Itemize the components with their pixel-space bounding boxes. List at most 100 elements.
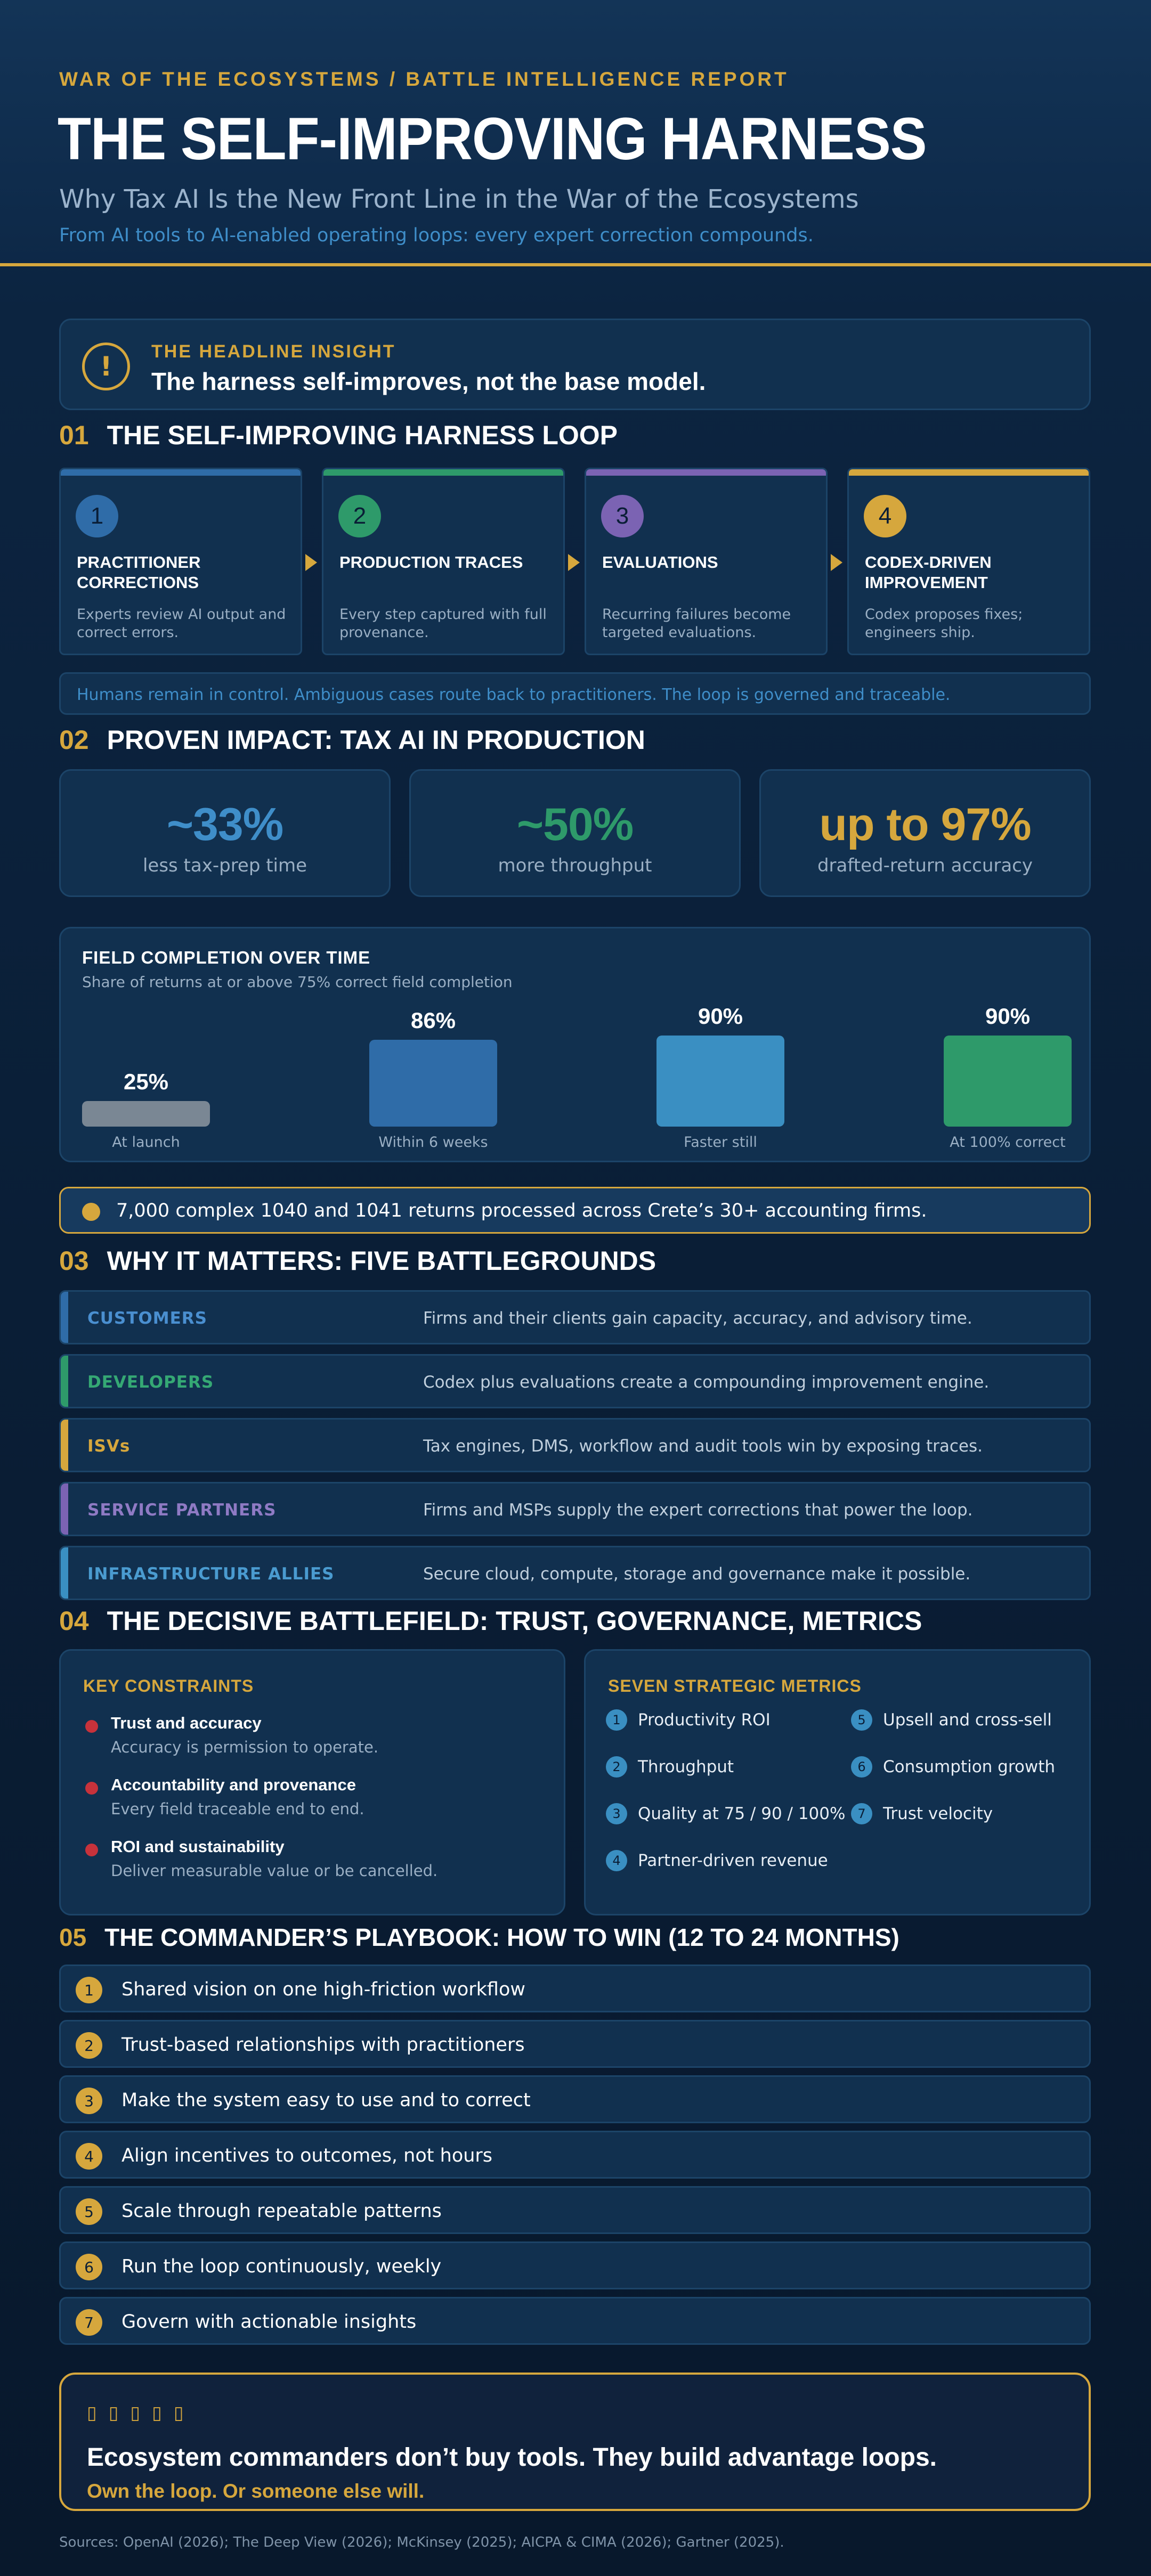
key-constraints-panel: KEY CONSTRAINTS Trust and accuracy Accur… bbox=[59, 1649, 565, 1915]
metric-number-badge: 4 bbox=[606, 1850, 627, 1871]
battleground-row-developers: DEVELOPERS Codex plus evaluations create… bbox=[59, 1354, 1091, 1408]
constraint-description: Accuracy is permission to operate. bbox=[111, 1738, 379, 1756]
metric-label: Consumption growth bbox=[883, 1757, 1056, 1776]
step-accent-bar bbox=[61, 469, 301, 476]
bar-category-label: At launch bbox=[112, 1134, 180, 1151]
battleground-name: ISVs bbox=[87, 1437, 131, 1456]
page-tagline: From AI tools to AI-enabled operating lo… bbox=[59, 225, 814, 246]
constraint-description: Every field traceable end to end. bbox=[111, 1800, 364, 1818]
metric-number-badge: 1 bbox=[606, 1709, 627, 1731]
arrow-right-icon bbox=[568, 554, 580, 571]
loop-step-3: 3 EVALUATIONS Recurring failures become … bbox=[585, 468, 828, 655]
playbook-number-badge: 1 bbox=[76, 1977, 102, 2003]
step-number-badge: 3 bbox=[601, 495, 644, 537]
arrow-right-icon bbox=[831, 554, 842, 571]
section-number: 01 bbox=[59, 420, 89, 450]
stat-label: less tax-prep time bbox=[142, 855, 307, 876]
loop-step-2: 2 PRODUCTION TRACES Every step captured … bbox=[322, 468, 565, 655]
closing-quote: Ecosystem commanders don’t buy tools. Th… bbox=[87, 2443, 937, 2472]
playbook-number-badge: 4 bbox=[76, 2143, 102, 2170]
section-title: THE COMMANDER’S PLAYBOOK: HOW TO WIN (12… bbox=[104, 1923, 899, 1951]
battleground-description: Codex plus evaluations create a compound… bbox=[423, 1373, 990, 1392]
step-number-badge: 1 bbox=[76, 495, 118, 537]
step-description: Experts review AI output and correct err… bbox=[77, 606, 286, 641]
bar-value-label: 90% bbox=[985, 1004, 1031, 1029]
panel-title: KEY CONSTRAINTS bbox=[83, 1676, 254, 1695]
insight-label: THE HEADLINE INSIGHT bbox=[151, 341, 396, 362]
playbook-number-badge: 3 bbox=[76, 2088, 102, 2114]
report-kicker: WAR OF THE ECOSYSTEMS / BATTLE INTELLIGE… bbox=[59, 68, 789, 90]
section-heading-battlegrounds: 03 WHY IT MATTERS: FIVE BATTLEGROUNDS bbox=[59, 1245, 656, 1276]
section-title: PROVEN IMPACT: TAX AI IN PRODUCTION bbox=[107, 725, 645, 755]
stat-value: up to 97% bbox=[819, 799, 1031, 850]
strategic-metrics-panel: SEVEN STRATEGIC METRICS 1 Productivity R… bbox=[584, 1649, 1091, 1915]
battleground-name: SERVICE PARTNERS bbox=[87, 1501, 277, 1520]
step-title: CODEX-DRIVEN IMPROVEMENT bbox=[865, 553, 992, 592]
metric-label: Productivity ROI bbox=[638, 1710, 771, 1730]
battleground-description: Secure cloud, compute, storage and gover… bbox=[423, 1564, 971, 1584]
bar-category-label: Within 6 weeks bbox=[378, 1134, 488, 1151]
playbook-item: 7 Govern with actionable insights bbox=[59, 2297, 1091, 2345]
stat-value: ~33% bbox=[166, 799, 283, 850]
returns-processed-banner: 7,000 complex 1040 and 1041 returns proc… bbox=[59, 1187, 1091, 1234]
constraint-title: Accountability and provenance bbox=[111, 1775, 356, 1794]
battleground-name: INFRASTRUCTURE ALLIES bbox=[87, 1564, 335, 1584]
metric-number-badge: 5 bbox=[851, 1709, 872, 1731]
loop-step-4: 4 CODEX-DRIVEN IMPROVEMENT Codex propose… bbox=[847, 468, 1090, 655]
section-heading-loop: 01 THE SELF-IMPROVING HARNESS LOOP bbox=[59, 420, 618, 451]
constraint-title: ROI and sustainability bbox=[111, 1837, 285, 1856]
chart-bar bbox=[82, 1101, 210, 1127]
arrow-right-icon bbox=[305, 554, 317, 571]
closing-quote-card: ▯▯▯▯▯ Ecosystem commanders don’t buy too… bbox=[59, 2373, 1091, 2511]
metric-number-badge: 6 bbox=[851, 1756, 872, 1778]
playbook-item: 5 Scale through repeatable patterns bbox=[59, 2186, 1091, 2234]
stat-card-throughput: ~50% more throughput bbox=[409, 769, 741, 897]
playbook-text: Run the loop continuously, weekly bbox=[121, 2256, 442, 2277]
playbook-item: 2 Trust-based relationships with practit… bbox=[59, 2020, 1091, 2068]
bar-value-label: 25% bbox=[123, 1069, 169, 1094]
chart-bar bbox=[944, 1036, 1072, 1127]
stat-value: ~50% bbox=[516, 799, 634, 850]
row-accent bbox=[61, 1292, 68, 1343]
metric-number-badge: 2 bbox=[606, 1756, 627, 1778]
report-header bbox=[0, 0, 1151, 265]
battleground-name: DEVELOPERS bbox=[87, 1373, 214, 1392]
playbook-number-badge: 2 bbox=[76, 2032, 102, 2059]
playbook-text: Scale through repeatable patterns bbox=[121, 2200, 442, 2222]
playbook-text: Govern with actionable insights bbox=[121, 2311, 417, 2333]
headline-insight-card: ! THE HEADLINE INSIGHT The harness self-… bbox=[59, 319, 1091, 410]
stat-label: more throughput bbox=[498, 855, 652, 876]
chart-subtitle: Share of returns at or above 75% correct… bbox=[82, 973, 513, 991]
bullet-dot-icon bbox=[85, 1844, 98, 1856]
bar-category-label: At 100% correct bbox=[950, 1134, 1066, 1151]
step-title: EVALUATIONS bbox=[602, 553, 718, 572]
loop-step-1: 1 PRACTITIONER CORRECTIONS Experts revie… bbox=[59, 468, 302, 655]
bullet-dot-icon bbox=[82, 1203, 100, 1221]
step-number-badge: 4 bbox=[864, 495, 906, 537]
section-title: WHY IT MATTERS: FIVE BATTLEGROUNDS bbox=[107, 1246, 656, 1276]
section-number: 05 bbox=[59, 1923, 87, 1951]
closing-subline: Own the loop. Or someone else will. bbox=[87, 2480, 425, 2502]
bullet-dot-icon bbox=[85, 1720, 98, 1733]
battleground-name: CUSTOMERS bbox=[87, 1309, 207, 1328]
battleground-row-customers: CUSTOMERS Firms and their clients gain c… bbox=[59, 1290, 1091, 1344]
battleground-description: Firms and their clients gain capacity, a… bbox=[423, 1309, 972, 1328]
row-accent bbox=[61, 1547, 68, 1599]
step-title: PRODUCTION TRACES bbox=[339, 553, 523, 572]
section-heading-playbook: 05 THE COMMANDER’S PLAYBOOK: HOW TO WIN (… bbox=[59, 1923, 899, 1952]
row-accent bbox=[61, 1483, 68, 1535]
panel-title: SEVEN STRATEGIC METRICS bbox=[608, 1676, 862, 1695]
insight-text: The harness self-improves, not the base … bbox=[151, 368, 706, 395]
battleground-row-isvs: ISVs Tax engines, DMS, workflow and audi… bbox=[59, 1418, 1091, 1472]
battleground-description: Tax engines, DMS, workflow and audit too… bbox=[423, 1437, 983, 1456]
playbook-text: Shared vision on one high-friction workf… bbox=[121, 1979, 526, 2000]
playbook-item: 4 Align incentives to outcomes, not hour… bbox=[59, 2131, 1091, 2179]
field-completion-chart: FIELD COMPLETION OVER TIME Share of retu… bbox=[59, 927, 1091, 1162]
constraint-description: Deliver measurable value or be cancelled… bbox=[111, 1862, 438, 1880]
playbook-number-badge: 7 bbox=[76, 2309, 102, 2336]
section-title: THE DECISIVE BATTLEFIELD: TRUST, GOVERNA… bbox=[107, 1606, 922, 1636]
row-accent bbox=[61, 1356, 68, 1407]
step-title: PRACTITIONER CORRECTIONS bbox=[77, 553, 201, 592]
step-description: Every step captured with full provenance… bbox=[339, 606, 547, 641]
section-number: 03 bbox=[59, 1246, 89, 1276]
